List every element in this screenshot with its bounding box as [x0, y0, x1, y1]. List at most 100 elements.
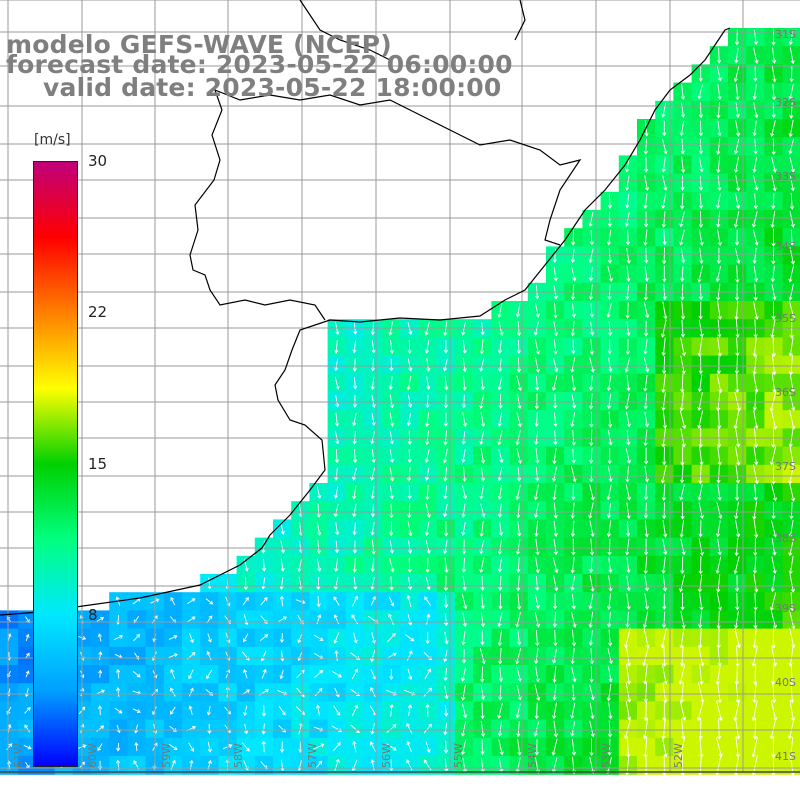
wind-arrow	[479, 358, 485, 372]
wind-arrow	[516, 684, 522, 701]
wind-arrow	[461, 648, 467, 664]
wind-arrow	[625, 484, 632, 501]
wind-arrow	[734, 300, 739, 321]
wind-arrow	[607, 466, 613, 483]
wind-arrow	[752, 336, 757, 358]
wind-arrow	[352, 740, 357, 753]
wind-arrow	[716, 592, 723, 611]
wind-arrow	[697, 84, 703, 100]
wind-arrow	[734, 446, 741, 466]
wind-arrow	[717, 682, 722, 704]
wind-arrow	[426, 376, 431, 391]
wind-arrow	[698, 175, 704, 191]
wind-arrow	[770, 574, 776, 593]
wind-arrow	[733, 211, 740, 228]
wind-arrow	[789, 65, 794, 83]
wind-arrow	[734, 501, 739, 520]
wind-arrow	[626, 557, 631, 574]
wind-arrow	[443, 394, 448, 409]
wind-arrow	[680, 501, 685, 520]
wind-arrow	[462, 466, 467, 483]
wind-arrow	[788, 138, 795, 155]
wind-arrow	[753, 266, 759, 283]
wind-arrow	[608, 702, 613, 720]
wind-arrow	[789, 373, 795, 393]
wind-arrow	[588, 211, 594, 228]
wind-arrow	[24, 706, 31, 714]
valid-date: valid date: 2023-05-22 18:00:00	[43, 73, 502, 102]
wind-arrow	[771, 156, 777, 173]
wind-arrow	[751, 700, 758, 722]
wind-arrow	[717, 47, 722, 64]
wind-arrow	[571, 303, 576, 318]
latitude-label: 40S	[775, 676, 796, 689]
wind-arrow	[389, 759, 394, 772]
wind-arrow	[589, 702, 595, 720]
wind-arrow	[25, 670, 30, 678]
wind-arrow	[423, 723, 432, 734]
wind-arrow	[533, 484, 539, 501]
wind-arrow	[389, 449, 395, 463]
wind-arrow	[679, 682, 684, 704]
wind-arrow	[607, 266, 613, 283]
wind-arrow	[681, 102, 686, 119]
wind-arrow	[624, 627, 631, 649]
wind-arrow	[370, 650, 376, 663]
wind-arrow	[643, 736, 648, 758]
wind-arrow	[681, 301, 686, 320]
wind-arrow	[644, 248, 649, 264]
wind-arrow	[734, 247, 741, 264]
wind-arrow	[516, 721, 521, 738]
wind-arrow	[407, 503, 412, 519]
wind-arrow	[389, 394, 395, 409]
wind-arrow	[389, 669, 394, 681]
wind-arrow	[207, 577, 212, 590]
longitude-label: 55W	[452, 743, 465, 768]
wind-arrow	[753, 193, 758, 210]
wind-arrow	[589, 303, 594, 318]
wind-arrow	[424, 467, 430, 481]
wind-arrow	[698, 556, 703, 575]
wind-arrow	[644, 538, 649, 556]
wind-arrow	[770, 265, 775, 283]
wind-arrow	[571, 738, 577, 756]
wind-arrow	[643, 193, 648, 210]
wind-arrow	[461, 521, 466, 536]
wind-arrow	[406, 376, 412, 391]
wind-arrow	[497, 503, 502, 518]
wind-arrow	[497, 558, 502, 573]
wind-arrow	[698, 229, 704, 246]
wind-arrow	[680, 611, 686, 629]
wind-arrow	[553, 412, 558, 428]
wind-arrow	[698, 301, 703, 320]
wind-arrow	[771, 627, 776, 649]
wind-arrow	[316, 503, 321, 518]
wind-arrow	[497, 303, 503, 318]
wind-arrow	[644, 520, 649, 538]
wind-arrow	[370, 358, 375, 372]
wind-arrow	[352, 358, 357, 372]
wind-arrow	[681, 718, 686, 740]
longitude-label: 54W	[526, 743, 539, 768]
wind-arrow	[770, 210, 776, 229]
wind-arrow	[497, 484, 503, 501]
wind-arrow	[699, 446, 704, 466]
wind-arrow	[25, 633, 30, 642]
wind-arrow	[606, 375, 612, 392]
wind-arrow	[626, 520, 631, 537]
wind-arrow	[606, 229, 612, 246]
wind-arrow	[425, 632, 430, 645]
wind-arrow	[699, 157, 704, 173]
wind-arrow	[606, 302, 612, 319]
wind-arrow	[752, 392, 757, 411]
wind-arrow	[370, 522, 375, 536]
wind-arrow	[334, 358, 339, 372]
wind-arrow	[589, 684, 595, 701]
wind-arrow	[370, 485, 375, 500]
wind-arrow	[315, 704, 321, 716]
wind-arrow	[733, 156, 740, 174]
wind-arrow	[479, 485, 484, 500]
wind-arrow	[335, 522, 340, 536]
wind-arrow	[607, 612, 612, 628]
wind-arrow	[424, 521, 430, 537]
